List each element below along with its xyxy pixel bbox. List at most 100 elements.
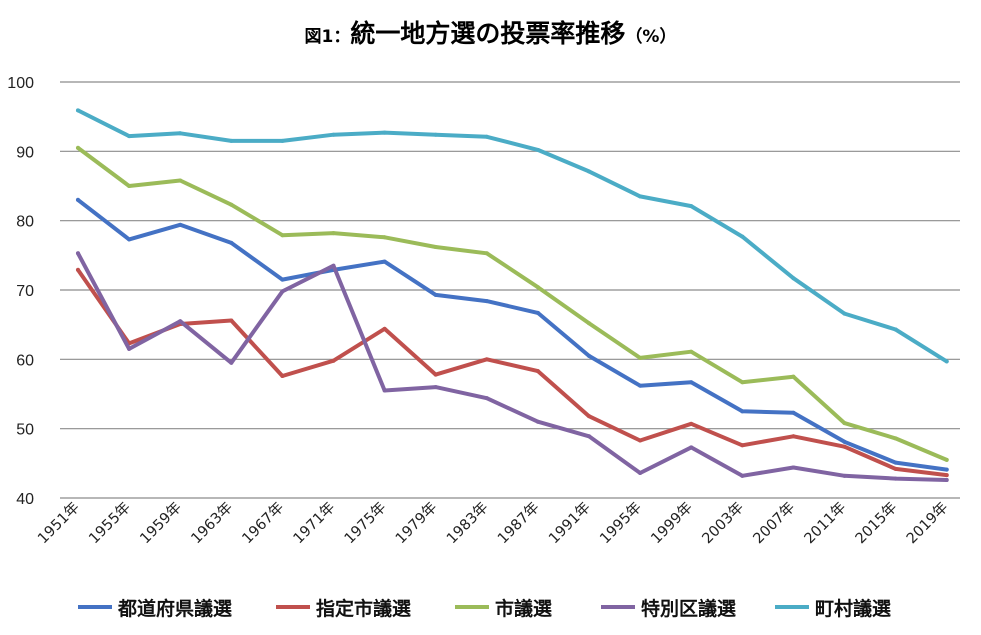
data-point xyxy=(791,434,796,439)
data-point xyxy=(484,299,489,304)
data-point xyxy=(178,178,183,183)
data-point xyxy=(280,138,285,143)
data-point xyxy=(535,310,540,315)
x-axis: 1951年 1955年 1959年 1963年 1967年 1971年 1975年 1979年… xyxy=(34,499,951,547)
data-point xyxy=(280,277,285,282)
x-tick-label: 2015年 xyxy=(852,499,900,547)
legend-swatch xyxy=(601,605,635,609)
data-point xyxy=(229,138,234,143)
data-point xyxy=(842,311,847,316)
data-point xyxy=(791,410,796,415)
y-tick-label: 50 xyxy=(16,422,34,439)
x-tick-label: 1955年 xyxy=(86,499,134,547)
data-point xyxy=(638,194,643,199)
x-tick-label: 1983年 xyxy=(443,499,491,547)
series-lines xyxy=(76,108,949,482)
x-tick-label: 1987年 xyxy=(494,499,542,547)
chart-title-main: 統一地方選の投票率推移 xyxy=(350,19,626,48)
x-tick-label: 1963年 xyxy=(188,499,236,547)
data-point xyxy=(280,373,285,378)
data-point xyxy=(433,292,438,297)
y-tick-label: 80 xyxy=(16,214,34,231)
data-point xyxy=(178,319,183,324)
data-point xyxy=(331,231,336,236)
data-point xyxy=(842,439,847,444)
data-point xyxy=(178,131,183,136)
legend-item: 指定市議選 xyxy=(276,590,411,624)
data-point xyxy=(178,222,183,227)
series-line-2 xyxy=(76,145,949,462)
data-point xyxy=(842,473,847,478)
data-point xyxy=(944,473,949,478)
legend-swatch xyxy=(78,605,112,609)
data-point xyxy=(433,372,438,377)
x-tick-label: 1991年 xyxy=(545,499,593,547)
legend-item: 特別区議選 xyxy=(601,590,736,624)
data-point xyxy=(484,357,489,362)
data-point xyxy=(76,108,80,113)
series-line-3 xyxy=(76,251,949,482)
data-point xyxy=(791,465,796,470)
data-point xyxy=(587,414,591,419)
data-point xyxy=(433,385,438,390)
data-point xyxy=(689,380,694,385)
x-tick-label: 1975年 xyxy=(341,499,389,547)
x-tick-label: 2003年 xyxy=(699,499,747,547)
data-point xyxy=(638,383,643,388)
data-point xyxy=(331,263,336,268)
data-point xyxy=(484,134,489,139)
chart-title-prefix: 図1： xyxy=(304,27,351,47)
data-point xyxy=(127,237,132,242)
legend-label: 都道府県議選 xyxy=(118,597,233,620)
data-point xyxy=(76,145,80,150)
data-point xyxy=(382,235,387,240)
data-point xyxy=(484,251,489,256)
data-point xyxy=(842,421,847,426)
x-tick-label: 1979年 xyxy=(392,499,440,547)
data-point xyxy=(433,245,438,250)
x-tick-label: 2007年 xyxy=(750,499,798,547)
y-tick-label: 90 xyxy=(16,144,34,161)
data-point xyxy=(127,134,132,139)
data-point xyxy=(689,349,694,354)
x-tick-label: 2019年 xyxy=(903,499,951,547)
data-point xyxy=(791,276,796,281)
data-point xyxy=(229,360,234,365)
x-tick-label: 1995年 xyxy=(597,499,645,547)
x-tick-label: 1967年 xyxy=(239,499,287,547)
data-point xyxy=(535,147,540,152)
data-point xyxy=(229,240,234,245)
data-point xyxy=(944,359,949,364)
legend-label: 市議選 xyxy=(495,597,553,620)
x-tick-label: 2011年 xyxy=(801,499,849,547)
data-point xyxy=(382,326,387,331)
y-tick-label: 70 xyxy=(16,283,34,300)
data-point xyxy=(76,251,80,256)
data-point xyxy=(331,358,336,363)
data-point xyxy=(587,353,591,358)
data-point xyxy=(689,445,694,450)
data-point xyxy=(944,477,949,482)
data-point xyxy=(127,346,132,351)
data-point xyxy=(893,466,898,471)
data-point xyxy=(535,419,540,424)
data-point xyxy=(944,457,949,462)
data-point xyxy=(638,471,643,476)
chart-title: 図1：統一地方選の投票率推移（%） xyxy=(0,14,981,50)
data-point xyxy=(740,234,745,239)
series-line-1 xyxy=(76,267,949,478)
data-point xyxy=(484,396,489,401)
data-point xyxy=(638,438,643,443)
y-axis: 40 50 60 70 80 90 100 xyxy=(7,75,34,508)
data-point xyxy=(893,327,898,332)
data-point xyxy=(893,460,898,465)
data-point xyxy=(740,409,745,414)
data-point xyxy=(229,202,234,207)
legend-swatch xyxy=(455,605,489,609)
data-point xyxy=(382,130,387,135)
legend-item: 町村議選 xyxy=(775,590,891,624)
data-point xyxy=(535,285,540,290)
data-point xyxy=(382,259,387,264)
data-point xyxy=(331,132,336,137)
legend-item: 市議選 xyxy=(455,590,552,624)
